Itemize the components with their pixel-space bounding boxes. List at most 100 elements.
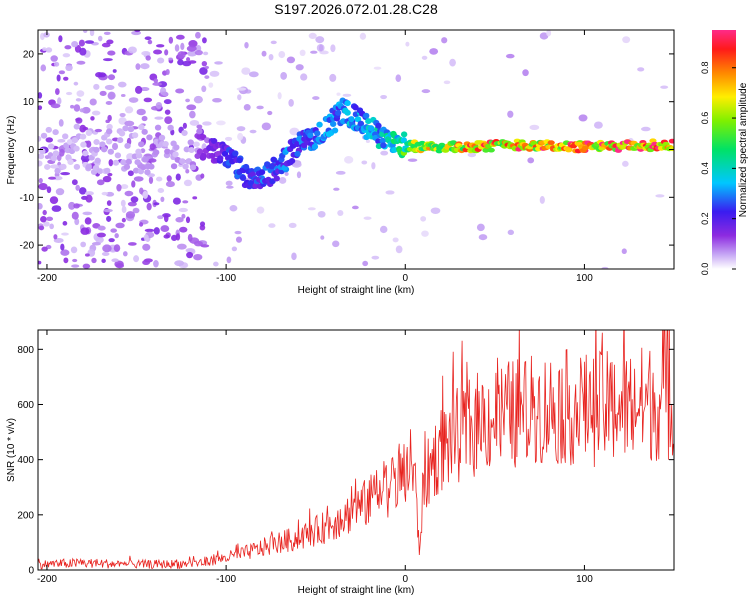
heatmap-noise-cell	[155, 102, 163, 110]
heatmap-noise-cell	[344, 156, 354, 164]
heatmap-ridge-cell	[380, 142, 387, 149]
spectrogram-y-tick-label: -20	[20, 241, 35, 252]
spectrogram-frame	[37, 29, 675, 270]
heatmap-noise-cell	[180, 42, 185, 51]
heatmap-noise-cell	[199, 67, 208, 75]
heatmap-noise-cell	[163, 99, 172, 105]
heatmap-ridge-cell	[385, 136, 392, 143]
heatmap-noise-cell	[53, 234, 58, 240]
heatmap-noise-cell	[175, 233, 181, 241]
heatmap-ridge-cell	[93, 139, 100, 146]
heatmap-noise-cell	[140, 86, 150, 92]
heatmap-noise-cell	[38, 177, 43, 184]
heatmap-noise-cell	[53, 61, 60, 67]
heatmap-ridge-cell	[79, 133, 87, 140]
heatmap-ridge-cell	[375, 122, 382, 129]
heatmap-noise-cell	[73, 203, 80, 209]
heatmap-noise-cell	[622, 36, 631, 44]
heatmap-noise-cell	[170, 129, 175, 136]
heatmap-noise-cell	[105, 101, 113, 105]
heatmap-noise-cell	[79, 108, 85, 113]
heatmap-ridge-cell	[94, 157, 101, 164]
heatmap-noise-cell	[41, 246, 48, 252]
heatmap-noise-cell	[115, 263, 125, 269]
heatmap-ridge-cell	[252, 182, 259, 189]
heatmap-ridge-cell	[196, 148, 204, 155]
heatmap-noise-cell	[85, 194, 93, 203]
heatmap-noise-cell	[60, 172, 71, 176]
heatmap-noise-cell	[91, 110, 101, 116]
heatmap-noise-cell	[153, 49, 163, 55]
heatmap-noise-cell	[244, 41, 249, 49]
heatmap-noise-cell	[185, 168, 190, 174]
heatmap-noise-cell	[395, 245, 403, 254]
heatmap-ridge-cell	[362, 112, 370, 119]
heatmap-noise-cell	[194, 50, 203, 56]
spectrogram-x-tick-label: 0	[402, 273, 408, 284]
heatmap-noise-cell	[89, 98, 97, 106]
heatmap-noise-cell	[82, 263, 91, 269]
heatmap-noise-cell	[621, 248, 627, 255]
heatmap-noise-cell	[395, 74, 402, 82]
heatmap-ridge-cell	[181, 130, 188, 137]
heatmap-noise-cell	[371, 255, 380, 260]
heatmap-noise-cell	[128, 46, 137, 54]
heatmap-ridge-cell	[38, 153, 45, 160]
heatmap-noise-cell	[102, 58, 113, 62]
heatmap-noise-cell	[45, 137, 54, 143]
heatmap-noise-cell	[578, 114, 588, 122]
heatmap-noise-cell	[96, 179, 105, 186]
heatmap-noise-cell	[97, 225, 106, 231]
heatmap-noise-cell	[256, 206, 265, 214]
heatmap-noise-cell	[60, 243, 65, 251]
heatmap-noise-cell	[153, 227, 160, 235]
heatmap-noise-cell	[168, 57, 173, 61]
heatmap-noise-cell	[50, 55, 58, 62]
heatmap-noise-cell	[38, 225, 45, 231]
heatmap-noise-cell	[113, 244, 121, 252]
heatmap-noise-cell	[421, 55, 428, 60]
heatmap-noise-cell	[101, 258, 106, 264]
heatmap-noise-cell	[342, 93, 352, 97]
heatmap-noise-cell	[174, 260, 185, 267]
heatmap-noise-cell	[142, 243, 151, 251]
heatmap-noise-cell	[476, 223, 485, 232]
heatmap-noise-cell	[97, 35, 103, 42]
heatmap-noise-cell	[373, 66, 382, 70]
heatmap-noise-cell	[43, 221, 50, 227]
heatmap-noise-cell	[133, 255, 140, 263]
heatmap-ridge-cell	[93, 146, 100, 153]
heatmap-ridge-cell	[565, 147, 573, 153]
figure-title: S197.2026.072.01.28.C28	[274, 1, 438, 17]
heatmap-noise-cell	[380, 94, 388, 100]
heatmap-ridge-cell	[73, 163, 81, 170]
heatmap-noise-cell	[128, 242, 137, 246]
heatmap-ridge-cell	[182, 163, 189, 170]
colorbar-label: Normalized spectral amplitude	[738, 82, 749, 217]
heatmap-noise-cell	[55, 88, 60, 95]
heatmap-noise-cell	[40, 215, 47, 223]
heatmap-ridge-cell	[105, 128, 113, 135]
snr-x-tick-label: 0	[402, 574, 408, 585]
heatmap-noise-cell	[308, 32, 317, 39]
heatmap-ridge-cell	[62, 133, 69, 140]
heatmap-noise-cell	[201, 85, 207, 93]
heatmap-noise-cell	[57, 138, 66, 143]
heatmap-noise-cell	[371, 162, 376, 170]
heatmap-noise-cell	[152, 82, 162, 86]
heatmap-noise-cell	[421, 230, 429, 237]
heatmap-noise-cell	[385, 190, 395, 195]
heatmap-noise-cell	[58, 35, 63, 43]
heatmap-noise-cell	[203, 51, 209, 56]
heatmap-noise-cell	[243, 104, 251, 111]
snr-y-label: SNR (10 * v/v)	[6, 418, 17, 482]
heatmap-noise-cell	[193, 253, 203, 261]
heatmap-noise-cell	[93, 83, 100, 90]
heatmap-noise-cell	[130, 196, 139, 203]
heatmap-noise-cell	[111, 258, 119, 263]
heatmap-ridge-cell	[100, 146, 108, 153]
spectrogram-x-tick-label: -200	[37, 273, 57, 284]
heatmap-noise-cell	[103, 31, 111, 36]
heatmap-noise-cell	[62, 53, 71, 58]
heatmap-noise-cell	[80, 241, 87, 248]
